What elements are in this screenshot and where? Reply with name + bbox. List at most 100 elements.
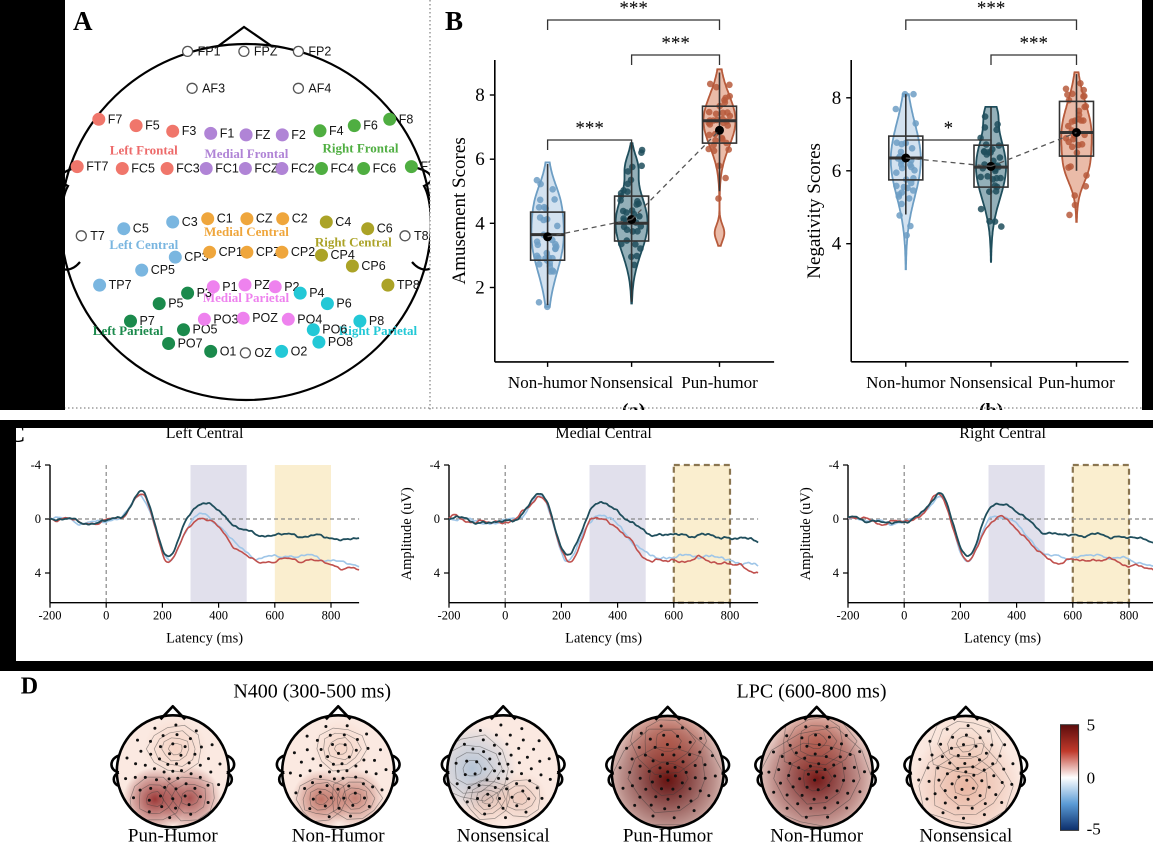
svg-text:Amusement Scores: Amusement Scores xyxy=(449,137,470,284)
svg-text:Latency (ms): Latency (ms) xyxy=(166,631,243,647)
svg-text:Medial Frontal: Medial Frontal xyxy=(204,146,288,161)
svg-text:T7: T7 xyxy=(90,229,105,243)
svg-text:F8: F8 xyxy=(399,112,414,126)
svg-text:200: 200 xyxy=(552,609,571,623)
svg-text:O2: O2 xyxy=(291,344,308,358)
svg-text:8: 8 xyxy=(475,85,485,106)
svg-text:CP2: CP2 xyxy=(291,245,315,259)
svg-text:600: 600 xyxy=(265,609,284,623)
svg-text:CP6: CP6 xyxy=(361,259,385,273)
svg-text:FP2: FP2 xyxy=(308,44,331,58)
svg-text:CP5: CP5 xyxy=(151,263,175,277)
svg-text:***: *** xyxy=(977,0,1006,19)
svg-text:C6: C6 xyxy=(377,222,393,236)
svg-text:FT7: FT7 xyxy=(86,160,108,174)
svg-text:FC4: FC4 xyxy=(331,162,355,176)
svg-text:800: 800 xyxy=(1120,609,1139,623)
svg-text:-4: -4 xyxy=(430,458,441,472)
svg-text:TP7: TP7 xyxy=(109,278,132,292)
svg-text:AF4: AF4 xyxy=(308,81,331,95)
svg-text:B: B xyxy=(445,6,463,36)
svg-text:-4: -4 xyxy=(31,458,42,472)
svg-text:Non-Humor: Non-Humor xyxy=(292,826,386,847)
svg-text:PO7: PO7 xyxy=(178,337,203,351)
svg-text:*: * xyxy=(944,118,954,139)
svg-text:***: *** xyxy=(619,0,648,19)
svg-text:C5: C5 xyxy=(133,222,149,236)
svg-text:FC2: FC2 xyxy=(291,162,315,176)
svg-text:LPC (600-800 ms): LPC (600-800 ms) xyxy=(737,681,887,703)
svg-text:400: 400 xyxy=(608,609,627,623)
svg-text:Amplitude (uV): Amplitude (uV) xyxy=(399,487,415,580)
svg-text:800: 800 xyxy=(322,609,341,623)
svg-text:***: *** xyxy=(661,33,690,54)
svg-text:P4: P4 xyxy=(309,286,324,300)
svg-text:P6: P6 xyxy=(336,297,351,311)
svg-text:-4: -4 xyxy=(829,458,840,472)
svg-text:Pun-Humor: Pun-Humor xyxy=(623,826,713,847)
svg-text:P8: P8 xyxy=(369,314,384,328)
svg-text:600: 600 xyxy=(664,609,683,623)
svg-text:-200: -200 xyxy=(837,609,860,623)
svg-text:4: 4 xyxy=(832,234,842,255)
svg-text:Pun-humor: Pun-humor xyxy=(681,373,758,392)
svg-text:PO3: PO3 xyxy=(213,312,238,326)
svg-text:6: 6 xyxy=(832,161,842,182)
svg-text:4: 4 xyxy=(475,213,485,234)
svg-text:FC5: FC5 xyxy=(131,162,155,176)
svg-text:800: 800 xyxy=(721,609,740,623)
svg-text:Nonsensical: Nonsensical xyxy=(457,826,550,847)
svg-text:Pun-Humor: Pun-Humor xyxy=(128,826,218,847)
svg-text:200: 200 xyxy=(153,609,172,623)
svg-text:F1: F1 xyxy=(220,126,235,140)
svg-text:TP8: TP8 xyxy=(397,278,420,292)
svg-text:2: 2 xyxy=(475,278,485,299)
svg-text:D: D xyxy=(21,673,38,699)
svg-text:Right Frontal: Right Frontal xyxy=(323,141,399,156)
svg-text:Nonsensical: Nonsensical xyxy=(949,373,1032,392)
svg-text:Left Frontal: Left Frontal xyxy=(110,142,178,157)
svg-text:0: 0 xyxy=(833,512,839,526)
svg-text:P5: P5 xyxy=(168,297,183,311)
svg-text:C1: C1 xyxy=(217,212,233,226)
svg-text:Latency (ms): Latency (ms) xyxy=(964,631,1041,647)
svg-text:C2: C2 xyxy=(292,212,308,226)
svg-text:PO4: PO4 xyxy=(297,312,322,326)
svg-text:F7: F7 xyxy=(108,112,123,126)
svg-text:Amplitude (uV): Amplitude (uV) xyxy=(798,487,814,580)
svg-text:CZ: CZ xyxy=(256,212,273,226)
svg-text:Pun-humor: Pun-humor xyxy=(1038,373,1115,392)
svg-text:Left Central: Left Central xyxy=(109,237,178,252)
svg-text:POZ: POZ xyxy=(252,311,278,325)
svg-text:4: 4 xyxy=(434,566,441,580)
svg-text:AF3: AF3 xyxy=(202,81,225,95)
svg-text:P1: P1 xyxy=(222,280,237,294)
svg-text:P7: P7 xyxy=(140,314,155,328)
svg-text:F4: F4 xyxy=(329,124,344,138)
svg-text:0: 0 xyxy=(901,609,907,623)
svg-text:4: 4 xyxy=(833,566,840,580)
svg-text:0: 0 xyxy=(1087,769,1096,788)
svg-text:Nonsensical: Nonsensical xyxy=(919,826,1012,847)
svg-text:FZ: FZ xyxy=(255,128,271,142)
svg-text:Non-humor: Non-humor xyxy=(508,373,588,392)
svg-text:6: 6 xyxy=(475,149,485,170)
svg-text:0: 0 xyxy=(502,609,508,623)
svg-text:Non-humor: Non-humor xyxy=(866,373,946,392)
svg-text:Non-Humor: Non-Humor xyxy=(770,826,864,847)
svg-text:5: 5 xyxy=(1087,716,1096,735)
svg-text:Medial Central: Medial Central xyxy=(204,224,289,239)
svg-text:PZ: PZ xyxy=(254,278,270,292)
svg-text:***: *** xyxy=(1020,33,1049,54)
svg-text:C4: C4 xyxy=(335,215,351,229)
svg-text:0: 0 xyxy=(103,609,109,623)
svg-text:FP1: FP1 xyxy=(198,44,221,58)
svg-text:T8: T8 xyxy=(414,229,429,243)
svg-text:0: 0 xyxy=(35,512,41,526)
svg-text:FPZ: FPZ xyxy=(254,44,278,58)
svg-text:N400 (300-500 ms): N400 (300-500 ms) xyxy=(233,681,391,703)
svg-text:4: 4 xyxy=(35,566,42,580)
svg-text:F5: F5 xyxy=(145,119,160,133)
svg-text:O1: O1 xyxy=(220,344,237,358)
svg-text:FCZ: FCZ xyxy=(254,162,279,176)
